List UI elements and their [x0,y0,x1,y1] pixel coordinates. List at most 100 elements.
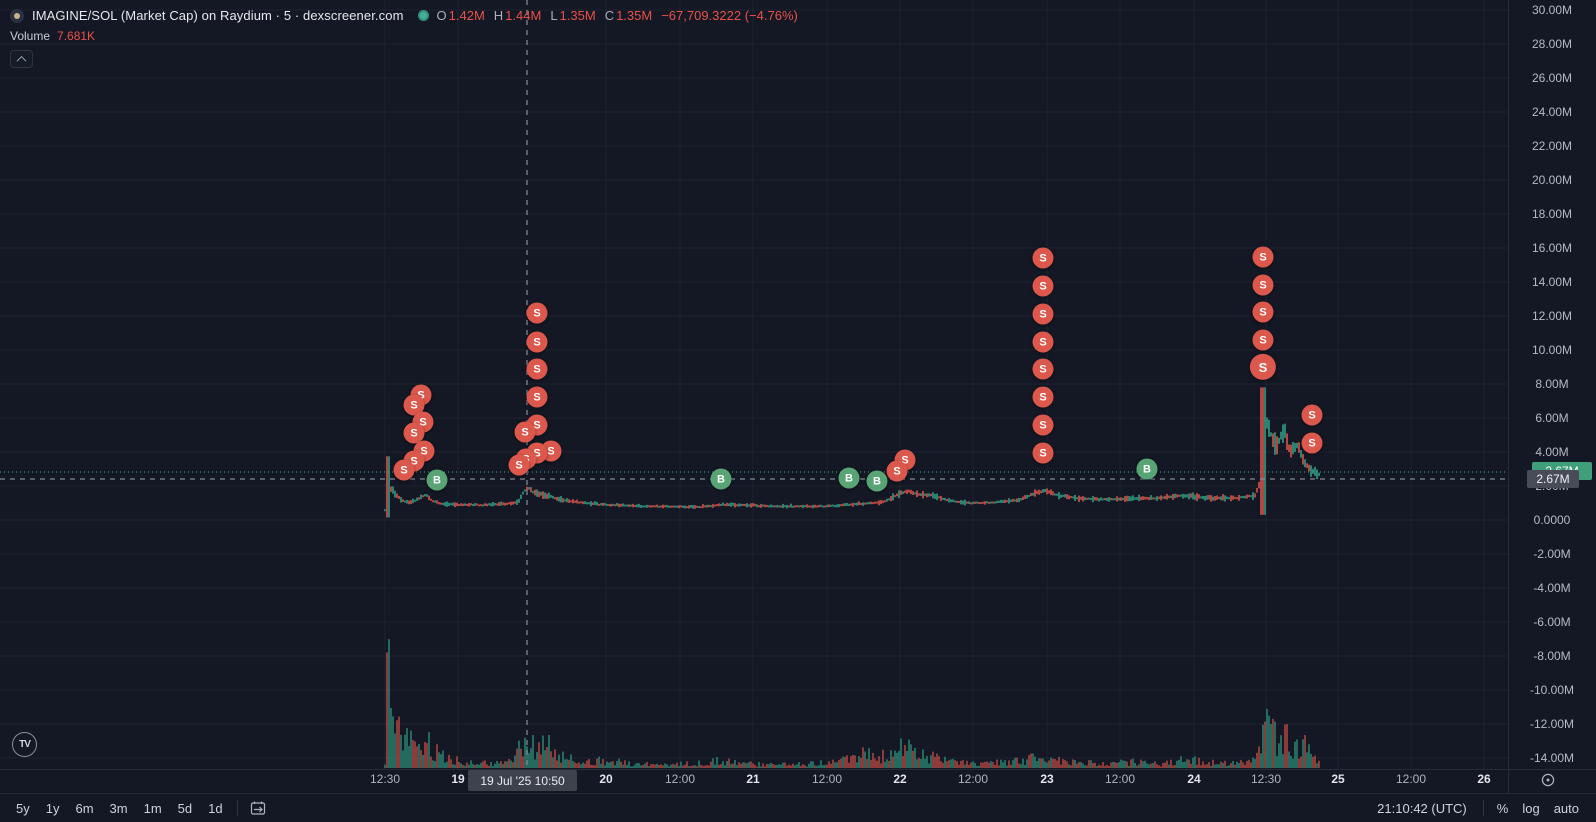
change-value: −67,709.3222 (−4.76%) [661,8,798,23]
price-axis-label: 6.00M [1535,411,1569,425]
toolbar-divider [1482,800,1484,816]
time-axis-label: 23 [1040,772,1054,786]
price-axis-label: -10.00M [1529,683,1575,697]
high-label: H [493,8,504,23]
price-axis-label: 0.0000 [1533,513,1571,527]
calendar-arrow-icon [250,801,265,815]
scale-button-percent[interactable]: % [1496,800,1509,816]
time-axis-label: 20 [599,772,613,786]
range-button-6m[interactable]: 6m [75,800,94,816]
sell-marker: S [1252,329,1274,351]
sell-marker: S [1301,404,1323,426]
open-label: O [436,8,447,23]
range-button-5y[interactable]: 5y [16,800,30,816]
sell-marker: S [526,331,548,353]
buy-marker: B [426,469,448,491]
token-logo-icon [10,8,24,23]
price-axis-label: 18.00M [1531,207,1573,221]
price-axis-label: 22.00M [1531,139,1573,153]
sell-marker: S [1032,414,1054,436]
crosshair-price-label: 2.67M [1527,470,1579,488]
range-button-5d[interactable]: 5d [177,800,193,816]
chart-plot [0,0,1508,769]
time-axis-label: 12:30 [369,772,401,786]
price-axis-label: 4.00M [1535,445,1569,459]
range-button-1m[interactable]: 1m [143,800,162,816]
time-axis-label: 12:00 [1395,772,1427,786]
price-axis-label: -8.00M [1533,649,1571,663]
volume-indicator-label[interactable]: Volume [10,29,51,43]
sell-marker: S [1032,247,1054,269]
time-axis-label: 12:30 [1250,772,1282,786]
price-axis-label: 28.00M [1531,37,1573,51]
range-button-3m[interactable]: 3m [109,800,128,816]
scale-buttons: % log auto [1490,798,1586,819]
sell-marker: S [1301,432,1323,454]
sell-marker: S [1249,353,1277,381]
price-axis-label: 26.00M [1531,71,1573,85]
price-axis-label: 10.00M [1531,343,1573,357]
buy-marker: B [866,470,888,492]
price-axis-label: 30.00M [1531,3,1573,17]
range-button-1y[interactable]: 1y [45,800,60,816]
price-axis-label: 12.00M [1531,309,1573,323]
range-button-1d[interactable]: 1d [208,800,223,816]
time-axis-label: 22 [893,772,907,786]
sell-marker: S [526,386,548,408]
toolbar-divider [236,800,238,816]
sell-marker: S [393,459,415,481]
time-axis-label: 12:00 [664,772,696,786]
sell-marker: S [1252,274,1274,296]
price-axis-label: 8.00M [1535,377,1569,391]
bottom-toolbar: 5y 1y 6m 3m 1m 5d 1d 21:10:42 (UTC) % log auto [0,793,1596,822]
time-axis-label: 12:00 [957,772,989,786]
time-axis-label: 24 [1187,772,1201,786]
close-value: 1.35M [616,8,653,23]
chart-title[interactable]: IMAGINE/SOL (Market Cap) on Raydium · 5 … [32,8,404,23]
sell-marker: S [514,421,536,443]
open-value: 1.42M [448,8,485,23]
volume-bars [384,639,1320,768]
price-axis-label: -12.00M [1529,717,1575,731]
time-axis-label: 19 [451,772,465,786]
price-axis[interactable]: 30.00M 28.00M 26.00M 24.00M 22.00M 20.00M 18.0… [1508,0,1596,793]
sell-marker: S [403,422,425,444]
price-axis-separator [1508,0,1509,793]
buy-marker: B [838,467,860,489]
time-axis-label: 25 [1331,772,1345,786]
price-axis-label: 16.00M [1531,241,1573,255]
time-axis-label: 12:00 [811,772,843,786]
close-label: C [604,8,615,23]
scale-button-auto[interactable]: auto [1553,800,1579,816]
scale-button-log[interactable]: log [1522,800,1540,816]
low-label: L [550,8,558,23]
chart-canvas[interactable]: SSSSSSSSSSSSSSSSSSSSSSSSSSSSSSSSSSBBBBB [0,0,1508,769]
buy-marker: B [710,468,732,490]
clock-utc[interactable]: 21:10:42 (UTC) [1377,800,1467,816]
price-axis-label: -2.00M [1533,547,1571,561]
gridlines [0,0,1508,769]
legend-collapse-button[interactable] [10,50,33,68]
market-status-dot-icon [417,10,429,21]
sell-marker: S [1032,331,1054,353]
sell-marker: S [526,358,548,380]
tradingview-logo[interactable]: TV [12,732,37,757]
sell-marker: S [526,302,548,324]
go-to-date-button[interactable] [244,798,273,818]
sell-marker: S [1252,246,1274,268]
time-axis[interactable]: 12:30 19 20 12:00 21 12:00 22 12:00 23 12:00 24 12:… [0,769,1596,793]
date-range-buttons: 5y 1y 6m 3m 1m 5d 1d [8,798,231,819]
chevron-up-icon [16,55,27,66]
timezone-clock-icon[interactable] [1540,772,1556,788]
sell-marker: S [1252,301,1274,323]
candles [384,387,1320,518]
price-axis-label: -6.00M [1533,615,1571,629]
crosshair-time-label: 19 Jul '25 10:50 [468,770,577,791]
sell-marker: S [1032,275,1054,297]
chart-legend: IMAGINE/SOL (Market Cap) on Raydium · 5 … [10,6,798,68]
sell-marker: S [403,394,425,416]
price-axis-label: 14.00M [1531,275,1573,289]
buy-marker: B [1136,458,1158,480]
sell-marker: S [508,454,530,476]
